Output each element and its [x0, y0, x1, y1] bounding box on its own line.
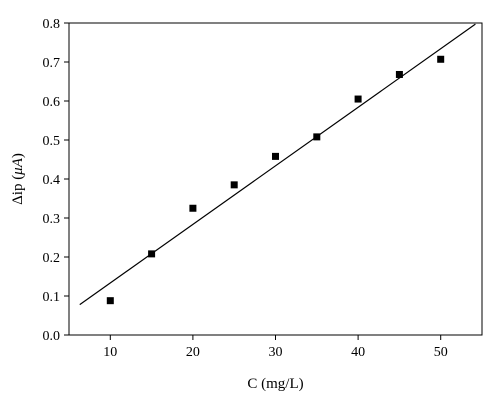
- x-tick-label: 40: [351, 345, 365, 360]
- x-axis-tick-labels: 10 20 30 40 50: [103, 345, 447, 360]
- data-point: [189, 204, 197, 212]
- y-axis-ticks: [64, 22, 69, 336]
- fit-line: [79, 23, 476, 306]
- y-tick-label: 0.8: [43, 17, 61, 32]
- y-tick-label: 0.3: [43, 212, 61, 227]
- y-axis-title-suffix: ): [10, 153, 26, 158]
- x-tick-label: 20: [186, 345, 200, 360]
- data-point: [272, 152, 279, 160]
- y-tick-label: 0.5: [43, 134, 61, 149]
- data-point: [313, 133, 321, 141]
- y-tick-label: 0.7: [43, 56, 61, 71]
- plot-content: [79, 23, 476, 306]
- data-point: [230, 181, 238, 189]
- x-axis-title: C (mg/L): [247, 376, 303, 392]
- x-tick-label: 10: [103, 345, 117, 360]
- data-point: [437, 55, 445, 63]
- x-tick-label: 30: [269, 345, 283, 360]
- data-point: [148, 250, 156, 258]
- y-axis-title: Δip (μA): [10, 153, 26, 205]
- y-tick-label: 0.0: [43, 329, 61, 344]
- plot-frame: [68, 22, 483, 336]
- y-tick-label: 0.2: [43, 251, 61, 266]
- data-point: [354, 95, 362, 103]
- y-tick-label: 0.1: [43, 290, 61, 305]
- data-point: [395, 70, 403, 78]
- y-tick-label: 0.6: [43, 95, 61, 110]
- data-point: [106, 297, 114, 305]
- y-tick-label: 0.4: [43, 173, 61, 188]
- y-axis-title-prefix: Δip (: [10, 175, 26, 205]
- y-axis-title-unit: μA: [10, 157, 26, 176]
- y-axis-tick-labels: 0.0 0.1 0.2 0.3 0.4 0.5 0.6 0.7 0.8: [43, 17, 61, 344]
- x-axis-ticks: [109, 335, 442, 340]
- x-tick-label: 50: [434, 345, 448, 360]
